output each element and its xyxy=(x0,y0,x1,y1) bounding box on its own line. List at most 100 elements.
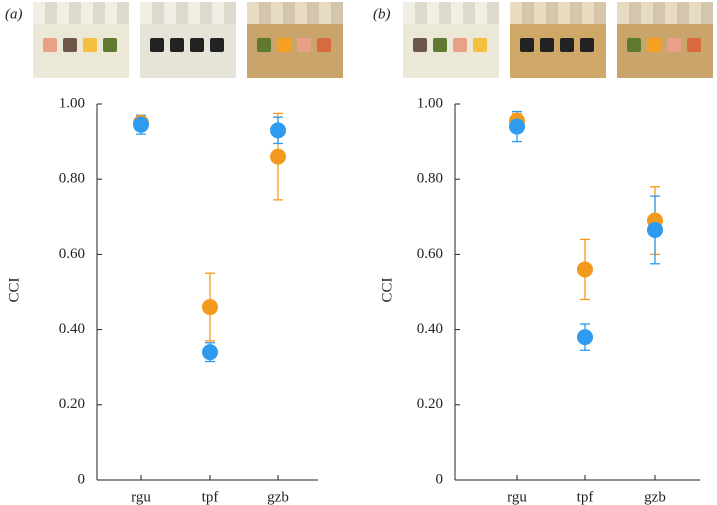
y-axis-label: CCI xyxy=(379,277,395,302)
checker xyxy=(641,2,653,24)
y-tick-label: 0.60 xyxy=(59,246,85,262)
checker xyxy=(319,2,331,24)
checker xyxy=(546,2,558,24)
y-tick-label: 0.40 xyxy=(59,321,85,337)
y-tick-label: 0.20 xyxy=(59,396,85,412)
checker xyxy=(176,2,188,24)
checker xyxy=(558,2,570,24)
y-tick-label: 0.60 xyxy=(417,246,443,262)
checker xyxy=(582,2,594,24)
checker xyxy=(701,2,713,24)
block xyxy=(277,38,291,52)
point xyxy=(270,122,286,139)
checker xyxy=(415,2,427,24)
checker xyxy=(140,2,152,24)
checker xyxy=(164,2,176,24)
checker xyxy=(475,2,487,24)
checker xyxy=(117,2,129,24)
checker xyxy=(33,2,45,24)
checker xyxy=(463,2,475,24)
block xyxy=(647,38,661,52)
x-tick-label: gzb xyxy=(267,489,289,505)
y-tick-label: 0.80 xyxy=(417,171,443,187)
block xyxy=(413,38,427,52)
block xyxy=(63,38,77,52)
point xyxy=(577,329,593,346)
block xyxy=(103,38,117,52)
checker xyxy=(247,2,259,24)
checker xyxy=(439,2,451,24)
checker xyxy=(224,2,236,24)
y-tick-label: 0 xyxy=(78,471,86,487)
point xyxy=(202,344,218,361)
block xyxy=(83,38,97,52)
point xyxy=(270,148,286,165)
checker xyxy=(295,2,307,24)
checker xyxy=(403,2,415,24)
y-tick-label: 1.00 xyxy=(59,95,85,111)
y-tick-label: 0 xyxy=(436,471,444,487)
block xyxy=(580,38,594,52)
point xyxy=(577,261,593,278)
point xyxy=(509,118,525,135)
panel-label: (a) xyxy=(5,6,23,22)
checker xyxy=(677,2,689,24)
checker xyxy=(689,2,701,24)
y-tick-label: 0.40 xyxy=(417,321,443,337)
block xyxy=(520,38,534,52)
checker xyxy=(271,2,283,24)
x-tick-label: gzb xyxy=(644,489,666,505)
y-tick-label: 0.20 xyxy=(417,396,443,412)
x-tick-label: rgu xyxy=(131,489,151,505)
block xyxy=(433,38,447,52)
block xyxy=(687,38,701,52)
checker xyxy=(522,2,534,24)
checker xyxy=(331,2,343,24)
checker xyxy=(594,2,606,24)
checker xyxy=(617,2,629,24)
checker xyxy=(200,2,212,24)
checker xyxy=(451,2,463,24)
block xyxy=(540,38,554,52)
checker xyxy=(283,2,295,24)
checker xyxy=(665,2,677,24)
panel-label: (b) xyxy=(373,6,391,22)
block xyxy=(210,38,224,52)
block xyxy=(43,38,57,52)
checker xyxy=(81,2,93,24)
block xyxy=(297,38,311,52)
checker xyxy=(212,2,224,24)
checker xyxy=(427,2,439,24)
checker xyxy=(105,2,117,24)
checker xyxy=(487,2,499,24)
y-tick-label: 0.80 xyxy=(59,171,85,187)
y-axis-label: CCI xyxy=(6,277,22,302)
block xyxy=(473,38,487,52)
x-tick-label: rgu xyxy=(507,489,527,505)
checker xyxy=(152,2,164,24)
checker xyxy=(45,2,57,24)
block xyxy=(257,38,271,52)
block xyxy=(317,38,331,52)
checker xyxy=(629,2,641,24)
block xyxy=(560,38,574,52)
x-tick-label: tpf xyxy=(577,489,594,505)
block xyxy=(453,38,467,52)
block xyxy=(170,38,184,52)
checker xyxy=(188,2,200,24)
block xyxy=(190,38,204,52)
checker xyxy=(57,2,69,24)
point xyxy=(133,116,149,133)
checker xyxy=(307,2,319,24)
block xyxy=(667,38,681,52)
checker xyxy=(93,2,105,24)
checker xyxy=(259,2,271,24)
x-tick-label: tpf xyxy=(202,489,219,505)
checker xyxy=(653,2,665,24)
checker xyxy=(534,2,546,24)
checker xyxy=(510,2,522,24)
y-tick-label: 1.00 xyxy=(417,95,443,111)
block xyxy=(150,38,164,52)
point xyxy=(647,221,663,238)
